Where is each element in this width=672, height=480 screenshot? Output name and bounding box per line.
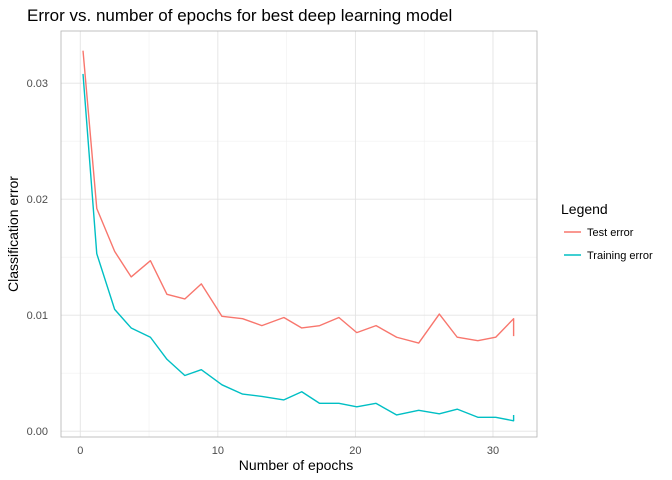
chart-title: Error vs. number of epochs for best deep…: [27, 6, 452, 25]
tick-labels: 0 10 20 30 0.00 0.01 0.02 0.03: [27, 78, 500, 457]
plot-panel-border: [60, 30, 538, 438]
legend-items: Test error Training error: [564, 227, 653, 262]
x-axis-title: Number of epochs: [239, 457, 353, 473]
y-tick-label: 0.02: [27, 194, 48, 206]
y-tick-label: 0.01: [27, 310, 48, 322]
x-tick-label: 20: [349, 445, 361, 457]
x-tick-label: 0: [77, 445, 83, 457]
legend-label-0: Test error: [587, 227, 634, 239]
legend-label-1: Training error: [587, 250, 653, 262]
legend: Legend Test error Training error: [561, 201, 653, 262]
series-line-1: [82, 73, 515, 422]
series-layer: [82, 50, 515, 422]
y-axis-title: Classification error: [5, 176, 21, 292]
x-tick-label: 10: [212, 445, 224, 457]
series-line-0: [82, 50, 515, 344]
grid: [61, 31, 537, 437]
x-tick-label: 30: [487, 445, 499, 457]
y-tick-label: 0.03: [27, 78, 48, 90]
y-tick-label: 0.00: [27, 426, 48, 438]
legend-title: Legend: [561, 201, 608, 217]
